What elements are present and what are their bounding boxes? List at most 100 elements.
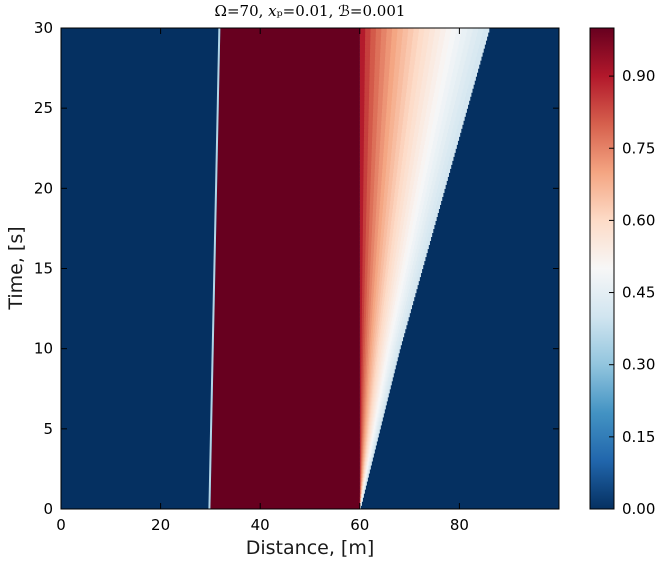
front-cell [392,92,398,97]
front-cell [368,336,372,342]
front-cell [359,304,363,310]
front-cell [367,364,370,370]
front-cell [380,384,382,390]
front-cell [373,444,376,450]
front-cell [381,224,386,230]
front-cell [380,328,383,334]
front-cell [364,424,367,430]
front-cell [381,412,383,418]
front-cell [394,304,397,310]
front-cell [415,120,421,125]
front-cell [412,164,418,169]
front-cell [423,100,429,105]
front-cell [371,232,376,238]
front-cell [469,80,475,85]
front-cell [369,212,374,217]
front-cell [405,56,411,61]
front-cell [359,172,365,177]
front-cell [362,252,366,258]
front-cell [394,292,398,298]
front-cell [389,124,395,129]
front-cell [369,272,374,278]
front-cell [362,248,366,254]
front-cell [380,408,382,414]
front-cell [440,160,445,165]
front-cell [369,56,376,61]
front-cell [363,408,366,414]
front-cell [403,220,408,226]
front-cell [369,320,373,326]
front-cell [366,352,369,358]
front-cell [368,416,370,422]
front-cell [400,200,405,205]
front-cell [387,252,391,258]
front-cell [396,200,401,205]
front-cell [370,408,373,414]
front-cell [402,152,408,157]
front-cell [385,208,390,213]
front-cell [365,396,368,402]
front-cell [395,284,399,290]
front-cell [359,384,362,390]
front-cell [432,216,437,221]
front-cell [419,188,424,193]
front-cell [377,364,380,370]
front-cell [383,332,386,338]
front-cell [360,412,363,418]
front-cell [388,176,394,181]
y-tick-label: 15 [34,260,53,278]
front-cell [427,224,432,230]
front-cell [384,372,387,378]
front-cell [385,380,388,386]
front-cell [375,40,382,45]
front-cell [359,100,365,105]
front-cell [368,372,371,378]
front-cell [397,348,400,354]
front-cell [372,276,376,282]
front-cell [429,88,436,93]
front-cell [364,428,367,434]
front-cell [433,172,438,177]
front-cell [382,272,386,278]
front-cell [453,88,459,93]
front-cell [395,348,399,354]
front-cell [393,344,396,350]
front-cell [400,136,406,141]
front-cell [389,376,392,382]
front-cell [378,260,382,266]
front-cell [399,64,405,69]
front-cell [404,296,408,302]
front-cell [364,436,366,442]
front-cell [468,44,475,49]
front-cell [366,308,369,314]
front-cell [372,332,375,338]
front-cell [376,428,379,434]
front-cell [364,80,370,85]
front-cell [417,108,423,113]
front-cell [361,388,363,394]
front-cell [366,296,370,302]
front-cell [395,108,401,113]
front-cell [379,200,384,205]
front-cell [429,116,435,121]
front-cell [364,64,371,69]
front-cell [376,256,380,262]
front-cell [368,404,370,410]
front-cell [426,240,430,246]
front-cell [382,376,385,382]
front-cell [385,248,389,254]
front-cell [373,296,377,302]
front-cell [373,428,375,434]
front-cell [374,360,378,366]
front-cell [370,340,373,346]
front-cell [422,40,429,45]
front-cell [393,280,397,286]
front-cell [439,64,445,69]
front-cell [386,364,389,370]
front-cell [363,444,365,450]
front-cell [376,196,381,201]
front-cell [369,388,372,394]
front-cell [387,372,390,378]
front-cell [386,396,388,402]
